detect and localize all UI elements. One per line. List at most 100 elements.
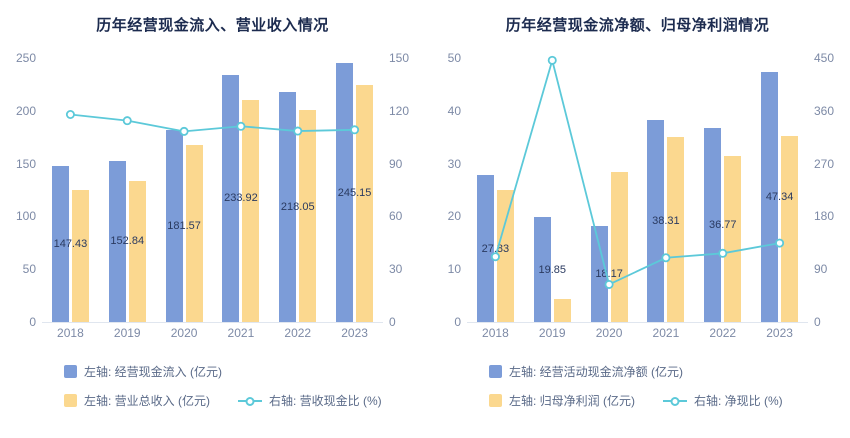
plot-area: 2018 2019 2020 2021 2022 2023 147.43 152.84 181.… — [42, 58, 383, 340]
axis-tick-label: 40 — [447, 103, 461, 118]
legend: 左轴: 经营活动现金流净额 (亿元) 左轴: 归母净利润 (亿元) 右轴: 净现比 … — [489, 363, 844, 409]
axis-tick-label: 50 — [22, 262, 36, 277]
axis-tick-label: 270 — [814, 156, 835, 171]
axis-tick-label: 90 — [814, 262, 828, 277]
axis-tick-label: 10 — [447, 262, 461, 277]
chart-panel: 历年经营现金流净额、归母净利润情况 0 10 20 30 40 50 2018 2019 20… — [425, 0, 850, 438]
bar — [222, 74, 240, 322]
legend-line-dot-icon — [245, 396, 255, 406]
x-axis-label: 2019 — [538, 326, 566, 340]
left-axis: 0 50 100 150 200 250 — [6, 51, 42, 329]
legend-label: 右轴: 营收现金比 (%) — [269, 394, 382, 408]
data-label: 218.05 — [280, 200, 315, 213]
legend-item[interactable]: 左轴: 营业总收入 (亿元) — [64, 392, 210, 409]
x-axis-label: 2019 — [113, 326, 141, 340]
bar — [279, 91, 297, 322]
x-axis-label: 2020 — [170, 326, 198, 340]
x-axis-label: 2018 — [482, 326, 509, 340]
axis-tick-label: 250 — [15, 51, 36, 65]
legend-label: 左轴: 归母净利润 (亿元) — [509, 394, 635, 408]
chart-grid: 0 10 20 30 40 50 2018 2019 2020 2021 2022 2023 27.8… — [431, 51, 844, 340]
x-axis-label: 2018 — [57, 326, 84, 340]
axis-tick-label: 60 — [389, 209, 403, 224]
axis-tick-label: 120 — [389, 103, 410, 118]
chart-panel: 历年经营现金流入、营业收入情况 0 50 100 150 200 250 2018 2019… — [6, 17, 419, 409]
x-axis-label: 2023 — [341, 326, 368, 340]
legend-item[interactable]: 右轴: 营收现金比 (%) — [238, 392, 382, 409]
chart-title: 历年经营现金流净额、归母净利润情况 — [505, 17, 770, 34]
data-label: 36.77 — [708, 218, 737, 231]
axis-tick-label: 30 — [389, 262, 403, 277]
axis-tick-label: 450 — [814, 51, 835, 65]
x-axis-label: 2020 — [595, 326, 623, 340]
legend-item[interactable]: 左轴: 经营现金流入 (亿元) — [64, 363, 222, 380]
x-axis-label: 2022 — [284, 326, 312, 340]
axis-tick-label: 20 — [447, 209, 461, 224]
bar — [724, 156, 742, 322]
axis-tick-label: 30 — [447, 156, 461, 171]
plot-area: 2018 2019 2020 2021 2022 2023 27.83 19.85 18.17 3… — [467, 55, 808, 340]
line-marker-icon — [65, 109, 75, 119]
legend-item[interactable]: 左轴: 经营活动现金流净额 (亿元) — [489, 363, 683, 380]
x-axis-label: 2021 — [227, 326, 255, 340]
axis-tick-label: 180 — [814, 209, 835, 224]
legend-label: 左轴: 经营活动现金流净额 (亿元) — [509, 365, 683, 379]
chart-title: 历年经营现金流入、营业收入情况 — [96, 17, 329, 34]
legend-item[interactable]: 右轴: 净现比 (%) — [663, 392, 783, 409]
bar — [299, 109, 317, 322]
axis-tick-label: 0 — [389, 315, 396, 329]
chart-grid: 0 50 100 150 200 250 2018 2019 2020 2021 2022 2023… — [6, 51, 419, 340]
legend-line-swatch-icon — [663, 396, 687, 406]
bar — [128, 180, 146, 322]
line-marker-icon — [547, 55, 557, 65]
bar — [242, 99, 260, 322]
legend-bar-swatch-icon — [489, 394, 502, 407]
axis-tick-label: 0 — [454, 315, 461, 329]
legend-line-dot-icon — [670, 396, 680, 406]
right-axis: 0 30 60 90 120 150 — [383, 51, 419, 329]
legend-row: 左轴: 归母净利润 (亿元) 右轴: 净现比 (%) — [489, 392, 844, 409]
data-label: 38.31 — [652, 214, 680, 227]
axis-tick-label: 0 — [814, 315, 821, 329]
bar — [553, 298, 571, 322]
legend-bar-swatch-icon — [64, 365, 77, 378]
legend-row: 左轴: 经营活动现金流净额 (亿元) — [489, 363, 844, 380]
bar — [476, 175, 494, 322]
right-axis: 0 90 180 270 360 450 — [808, 51, 844, 329]
data-label: 47.34 — [765, 191, 794, 204]
axis-tick-label: 100 — [15, 209, 36, 224]
bar — [610, 172, 628, 322]
legend-item[interactable]: 左轴: 归母净利润 (亿元) — [489, 392, 635, 409]
axis-tick-label: 150 — [15, 156, 36, 171]
data-label: 181.57 — [167, 220, 201, 233]
axis-tick-label: 90 — [389, 156, 403, 171]
legend-bar-swatch-icon — [64, 394, 77, 407]
bar — [781, 136, 799, 322]
bar — [108, 160, 126, 322]
x-axis-label: 2022 — [709, 326, 737, 340]
line-marker-icon — [122, 116, 132, 126]
bar — [667, 137, 685, 322]
left-axis: 0 10 20 30 40 50 — [431, 51, 467, 329]
bar — [185, 144, 203, 322]
data-label: 27.83 — [481, 242, 510, 255]
legend-row: 左轴: 经营现金流入 (亿元) — [64, 363, 419, 380]
legend-label: 右轴: 净现比 (%) — [694, 394, 783, 408]
data-label: 152.84 — [110, 235, 145, 248]
bar — [496, 190, 514, 322]
ratio-line — [490, 55, 785, 289]
data-label: 18.17 — [595, 268, 623, 281]
bar — [165, 130, 183, 322]
x-axis-label: 2023 — [766, 326, 793, 340]
legend-row: 左轴: 营业总收入 (亿元) 右轴: 营收现金比 (%) — [64, 392, 419, 409]
axis-tick-label: 50 — [447, 51, 461, 65]
data-label: 147.43 — [53, 238, 88, 251]
legend: 左轴: 经营现金流入 (亿元) 左轴: 营业总收入 (亿元) 右轴: 营收现金比 (… — [64, 363, 419, 409]
data-label: 19.85 — [538, 263, 567, 276]
bar — [51, 166, 69, 322]
axis-tick-label: 150 — [389, 51, 410, 65]
axis-tick-label: 200 — [15, 103, 36, 118]
data-label: 233.92 — [224, 192, 258, 205]
bar — [71, 190, 89, 322]
legend-line-swatch-icon — [238, 396, 262, 406]
